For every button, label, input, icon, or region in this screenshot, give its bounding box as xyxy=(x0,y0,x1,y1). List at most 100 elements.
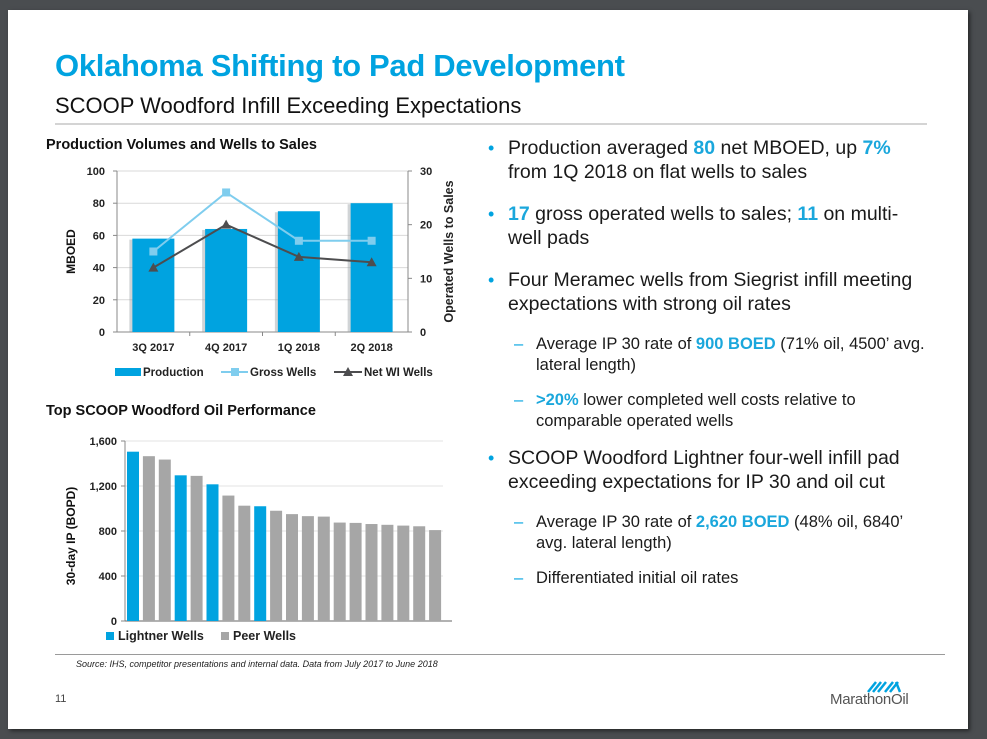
bullet-text: lower completed well costs relative to c… xyxy=(536,391,856,430)
sub-bullet-item: – Differentiated initial oil rates xyxy=(486,568,926,589)
bullet-dot-icon: • xyxy=(488,448,495,468)
gross-wells-marker xyxy=(294,236,303,245)
legend-peer-label: Peer Wells xyxy=(233,629,296,643)
title-divider xyxy=(55,123,927,125)
y2-tick-label: 30 xyxy=(420,166,432,178)
production-bar xyxy=(277,211,320,332)
highlight-text: 2,620 BOED xyxy=(695,513,790,531)
y-tick-label: 400 xyxy=(99,571,117,583)
lightner-well-bar xyxy=(254,506,267,621)
source-note: Source: IHS, competitor presentations an… xyxy=(76,659,438,669)
legend-peer-swatch xyxy=(221,632,229,640)
bullet-item: • 17 gross operated wells to sales; 11 on… xyxy=(486,202,926,250)
production-bar xyxy=(350,203,393,332)
dash-icon: – xyxy=(514,569,524,587)
bullet-item: • Four Meramec wells from Siegrist infill… xyxy=(486,268,926,316)
bullet-text: SCOOP Woodford Lightner four-well infill… xyxy=(508,447,900,493)
legend-gross-label: Gross Wells xyxy=(250,367,316,379)
bullet-text: (71% oil, 4500’ avg. lateral length) xyxy=(536,335,925,374)
y2-tick-label: 20 xyxy=(420,220,432,232)
legend-gross-marker xyxy=(231,368,239,376)
legend-production-label: Production xyxy=(143,367,204,379)
bullet-text: Four Meramec wells from Siegrist infill … xyxy=(508,269,913,315)
y2-axis-title: Operated Wells to Sales xyxy=(442,180,456,322)
x-tick-label: 4Q 2017 xyxy=(205,342,247,354)
dash-icon: – xyxy=(514,391,524,409)
peer-well-bar xyxy=(365,524,378,621)
x-tick-label: 2Q 2018 xyxy=(351,342,393,354)
x-tick-label: 1Q 2018 xyxy=(278,342,320,354)
sub-bullet-item: – Average IP 30 rate of 900 BOED (71% oil… xyxy=(486,334,926,376)
legend-lightner-label: Lightner Wells xyxy=(118,629,204,643)
net-wi-wells-marker xyxy=(148,262,159,272)
gross-wells-marker xyxy=(222,188,231,197)
legend-net-marker xyxy=(343,367,353,376)
highlight-text: 80 xyxy=(693,137,716,159)
bullet-dot-icon: • xyxy=(488,204,495,224)
peer-well-bar xyxy=(301,516,314,621)
peer-well-bar xyxy=(270,510,283,621)
legend-production-swatch xyxy=(115,368,141,376)
highlight-text: 7% xyxy=(862,137,891,159)
logo-wave-icon xyxy=(867,681,902,693)
legend-lightner-swatch xyxy=(106,632,114,640)
bullet-text: (48% oil, 6840’ avg. lateral length) xyxy=(536,513,903,552)
chart1-title: Production Volumes and Wells to Sales xyxy=(46,137,317,153)
footer-divider xyxy=(55,654,945,655)
bullet-dot-icon: • xyxy=(488,138,495,158)
bullet-list: • Production averaged 80 net MBOED, up 7%… xyxy=(486,136,926,603)
net-wi-wells-marker xyxy=(366,257,377,267)
peer-well-bar xyxy=(222,495,235,621)
lightner-well-bar xyxy=(206,484,219,621)
sub-bullet-item: – >20% lower completed well costs relativ… xyxy=(486,390,926,432)
y-tick-label: 100 xyxy=(87,166,105,178)
chart2-title: Top SCOOP Woodford Oil Performance xyxy=(46,403,316,419)
logo-text: MarathonOil xyxy=(830,691,909,708)
bullet-item: • SCOOP Woodford Lightner four-well infil… xyxy=(486,446,926,494)
slide-subtitle: SCOOP Woodford Infill Exceeding Expectat… xyxy=(55,93,522,118)
bullet-text: Differentiated initial oil rates xyxy=(536,569,739,587)
bullet-text: from 1Q 2018 on flat wells to sales xyxy=(508,161,808,183)
peer-well-bar xyxy=(142,456,155,621)
production-wells-chart: 0 20 40 60 80 100 0 10 20 30 3Q 2017 4Q 2017 1Q 2018… xyxy=(64,166,456,379)
bullet-text: gross operated wells to sales; xyxy=(529,203,798,225)
gross-wells-line xyxy=(152,191,372,253)
y-tick-label: 0 xyxy=(99,327,105,339)
net-wi-wells-marker xyxy=(293,251,304,261)
peer-well-bar xyxy=(317,516,330,621)
peer-well-bar xyxy=(429,530,442,621)
peer-well-bar xyxy=(286,514,298,621)
lightner-well-bar xyxy=(127,451,139,621)
y-tick-label: 0 xyxy=(111,616,117,628)
bullet-text: Average IP 30 rate of xyxy=(536,335,696,353)
y-tick-label: 20 xyxy=(93,295,105,307)
peer-well-bar xyxy=(413,526,426,621)
y-axis-title: 30-day IP (BOPD) xyxy=(64,487,78,585)
y2-tick-label: 0 xyxy=(420,327,426,339)
peer-well-bar xyxy=(190,475,203,621)
production-bar xyxy=(205,228,248,332)
y2-tick-label: 10 xyxy=(420,273,432,285)
highlight-text: 17 xyxy=(508,203,530,225)
marathon-oil-logo: MarathonOil xyxy=(830,680,930,710)
bullet-text: Production averaged xyxy=(508,137,694,159)
gross-wells-marker xyxy=(367,236,376,245)
x-tick-label: 3Q 2017 xyxy=(132,342,174,354)
peer-well-bar xyxy=(238,505,251,621)
peer-well-bar xyxy=(349,522,362,621)
net-wi-wells-marker xyxy=(221,219,232,229)
peer-well-bar xyxy=(333,522,346,621)
dash-icon: – xyxy=(514,513,524,531)
legend-net-label: Net WI Wells xyxy=(364,367,433,379)
gross-wells-marker xyxy=(149,247,158,256)
bullet-text: on multi-well pads xyxy=(508,203,899,249)
dash-icon: – xyxy=(514,335,524,353)
y-tick-label: 1,600 xyxy=(89,436,117,448)
y-tick-label: 1,200 xyxy=(89,481,117,493)
slide-title: Oklahoma Shifting to Pad Development xyxy=(55,48,625,83)
lightner-well-bar xyxy=(174,475,187,621)
bullet-dot-icon: • xyxy=(488,270,495,290)
net-wi-wells-line xyxy=(152,223,372,269)
highlight-text: 900 BOED xyxy=(695,335,776,353)
peer-well-bar xyxy=(381,524,394,621)
